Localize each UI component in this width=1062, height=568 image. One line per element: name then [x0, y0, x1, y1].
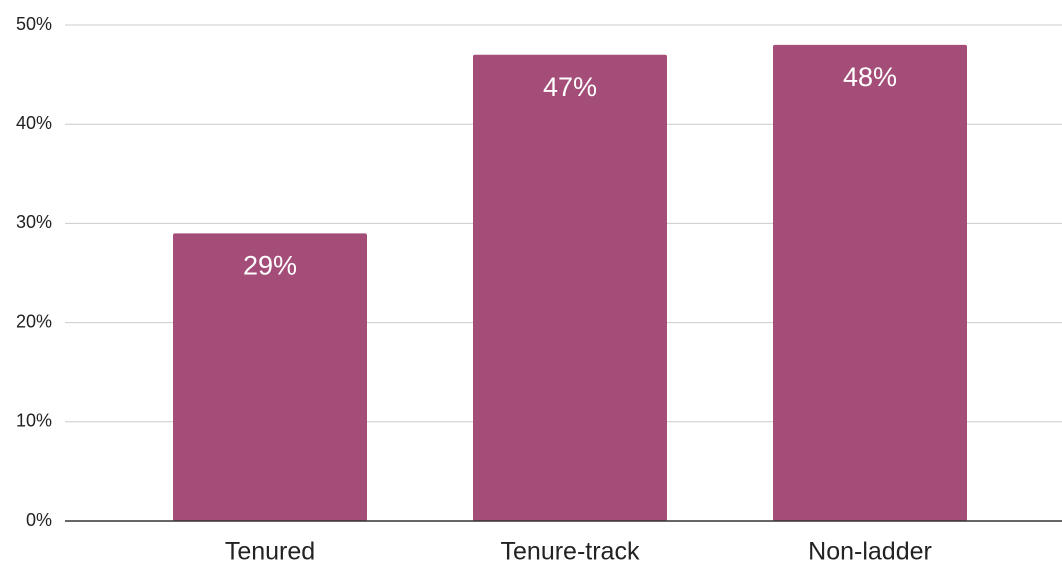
y-tick-label: 10%	[16, 411, 52, 431]
x-tick-label: Tenured	[225, 538, 315, 566]
y-tick-label: 20%	[16, 311, 52, 331]
x-tick-label: Non-ladder	[808, 538, 932, 566]
y-tick-label: 50%	[16, 14, 52, 34]
bar	[473, 54, 667, 521]
data-label: 47%	[543, 72, 597, 102]
data-label: 48%	[843, 62, 897, 92]
bar	[773, 44, 967, 522]
y-tick-label: 0%	[26, 510, 52, 530]
y-tick-label: 30%	[16, 212, 52, 232]
data-label: 29%	[243, 250, 297, 280]
bar	[173, 233, 367, 521]
y-tick-label: 40%	[16, 113, 52, 133]
x-tick-label: Tenure-track	[501, 538, 640, 566]
